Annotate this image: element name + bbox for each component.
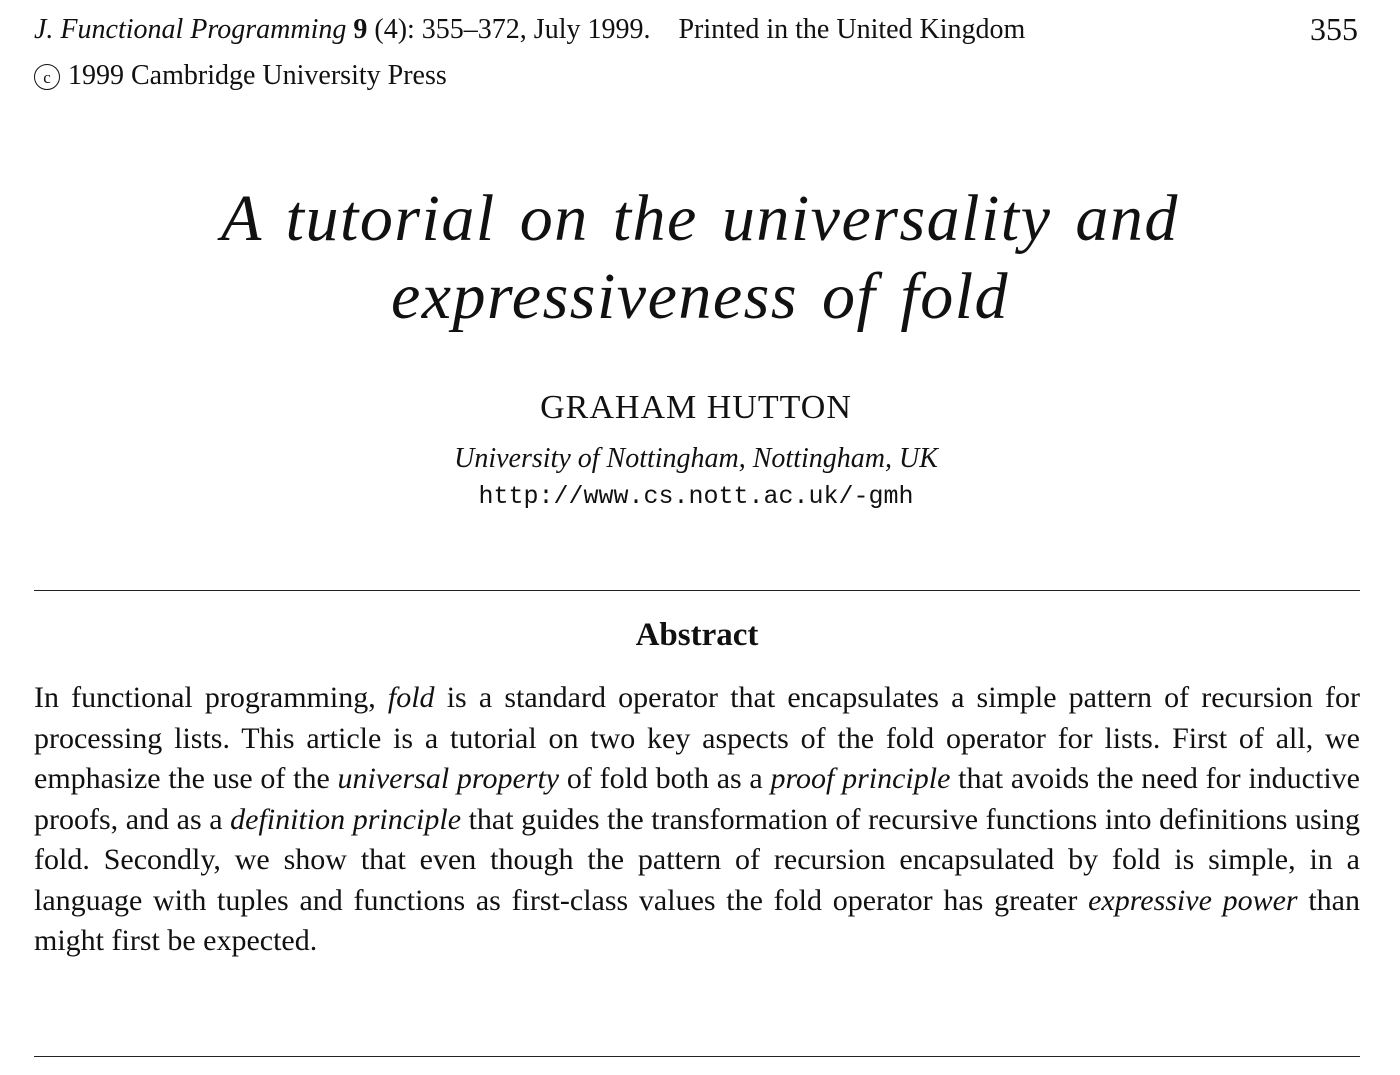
journal-issue-pages-date: (4): 355–372, July 1999. — [374, 14, 651, 45]
abstract-emphasis: expressive power — [1088, 883, 1298, 917]
abstract-body: In functional programming, fold is a sta… — [34, 678, 1360, 962]
abstract-emphasis: definition principle — [230, 802, 462, 836]
abstract-text: that avoids the need for inductive proof… — [34, 762, 1360, 836]
abstract-text: than might first be expected. — [34, 883, 1360, 958]
abstract-text: of fold both as a — [559, 762, 771, 795]
paper-title-line-1: A tutorial on the universality and — [221, 182, 1179, 255]
author-url[interactable]: http://www.cs.nott.ac.uk/-gmh — [478, 482, 914, 511]
journal-citation-line: J. Functional Programming 9 (4): 355–372… — [34, 13, 1025, 47]
abstract-top-divider — [34, 590, 1360, 591]
abstract-text: that guides the transformation of recurs… — [34, 802, 1361, 917]
journal-volume: 9 — [353, 14, 368, 45]
author-name: GRAHAM HUTTON — [540, 389, 852, 426]
abstract-bottom-divider — [34, 1056, 1360, 1057]
copyright-icon: c — [34, 64, 60, 90]
author-affiliation: University of Nottingham, Nottingham, UK — [454, 443, 938, 474]
page-number: 355 — [1310, 11, 1358, 47]
abstract-emphasis: proof principle — [770, 762, 951, 795]
paper-title-line-2: expressiveness of fold — [390, 260, 1010, 333]
paper-title: A tutorial on the universality and expre… — [0, 180, 1400, 336]
abstract-emphasis: universal property — [337, 762, 560, 795]
printed-location: Printed in the United Kingdom — [678, 14, 1026, 45]
journal-name: J. Functional Programming — [34, 14, 347, 45]
copyright-text: 1999 Cambridge University Press — [68, 60, 447, 91]
abstract-text: is a standard operator that encapsulates… — [34, 681, 1360, 795]
abstract-text: In functional programming, — [34, 681, 388, 714]
copyright-line: c 1999 Cambridge University Press — [34, 59, 447, 93]
abstract-emphasis: fold — [387, 681, 435, 714]
abstract-heading: Abstract — [635, 617, 759, 653]
